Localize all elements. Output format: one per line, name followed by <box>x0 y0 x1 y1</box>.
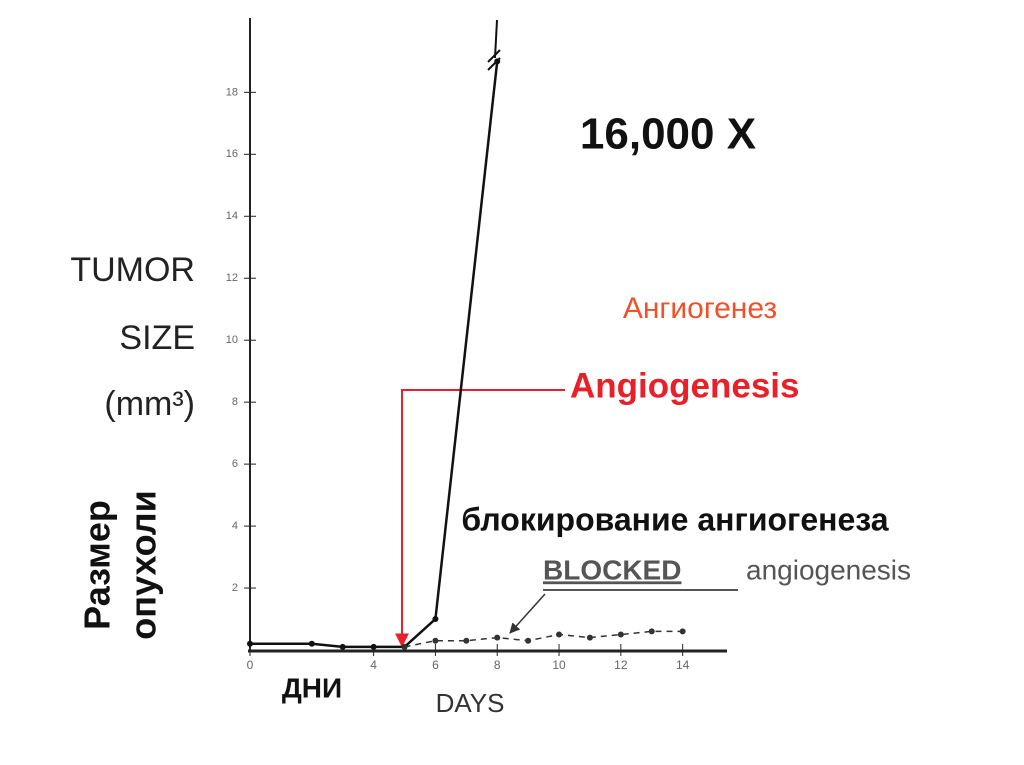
y-label: SIZE <box>119 319 195 357</box>
x-label: DAYS <box>436 688 505 718</box>
x-tick-label: 4 <box>370 658 377 672</box>
y-label: TUMOR <box>70 251 195 289</box>
x-tick-label: 0 <box>247 658 254 672</box>
y-tick-label: 18 <box>226 86 238 98</box>
data-point <box>648 628 655 635</box>
data-point <box>339 643 346 650</box>
data-point <box>432 616 439 623</box>
axes <box>248 18 727 653</box>
arrow <box>395 389 565 648</box>
data-point <box>432 637 439 644</box>
y-label-ru: опухоли <box>123 490 164 639</box>
y-tick-label: 12 <box>226 272 238 284</box>
y-tick-label: 14 <box>226 210 238 222</box>
data-point <box>556 631 563 638</box>
x-label-ru: ДНИ <box>282 672 342 703</box>
x-tick-label: 8 <box>494 658 501 672</box>
y-label: (mm³) <box>104 385 195 423</box>
x-tick-label: 6 <box>432 658 439 672</box>
data-point <box>617 631 624 638</box>
annotation: angiogenesis <box>746 554 911 585</box>
data-point <box>494 58 501 65</box>
data-point <box>308 640 315 647</box>
data-point <box>679 628 686 635</box>
data-point <box>463 637 470 644</box>
series-line <box>404 630 683 648</box>
y-tick-label: 6 <box>232 458 238 470</box>
y-label-ru: Размер <box>77 500 118 630</box>
data-point <box>586 634 593 641</box>
y-tick-label: 10 <box>226 334 238 346</box>
data-point <box>401 643 408 650</box>
annotation: 16,000 X <box>580 110 756 159</box>
arrow <box>509 593 546 634</box>
x-tick-label: 14 <box>676 658 690 672</box>
annotation: блокирование ангиогенеза <box>461 501 888 537</box>
data-point <box>525 637 532 644</box>
y-tick-label: 4 <box>232 520 238 532</box>
annotation: Angiogenesis <box>570 366 799 405</box>
series-line <box>250 61 499 649</box>
data-point <box>494 634 501 641</box>
y-tick-label: 8 <box>232 396 238 408</box>
y-tick-label: 16 <box>226 148 238 160</box>
data-point <box>370 643 377 650</box>
data-point <box>247 640 253 647</box>
annotation: BLOCKED <box>543 554 681 585</box>
off-scale-line <box>494 19 498 59</box>
x-tick-label: 12 <box>614 658 628 672</box>
x-tick-label: 10 <box>552 658 566 672</box>
annotation: Ангиогенез <box>623 292 777 325</box>
y-tick-label: 2 <box>232 582 238 594</box>
